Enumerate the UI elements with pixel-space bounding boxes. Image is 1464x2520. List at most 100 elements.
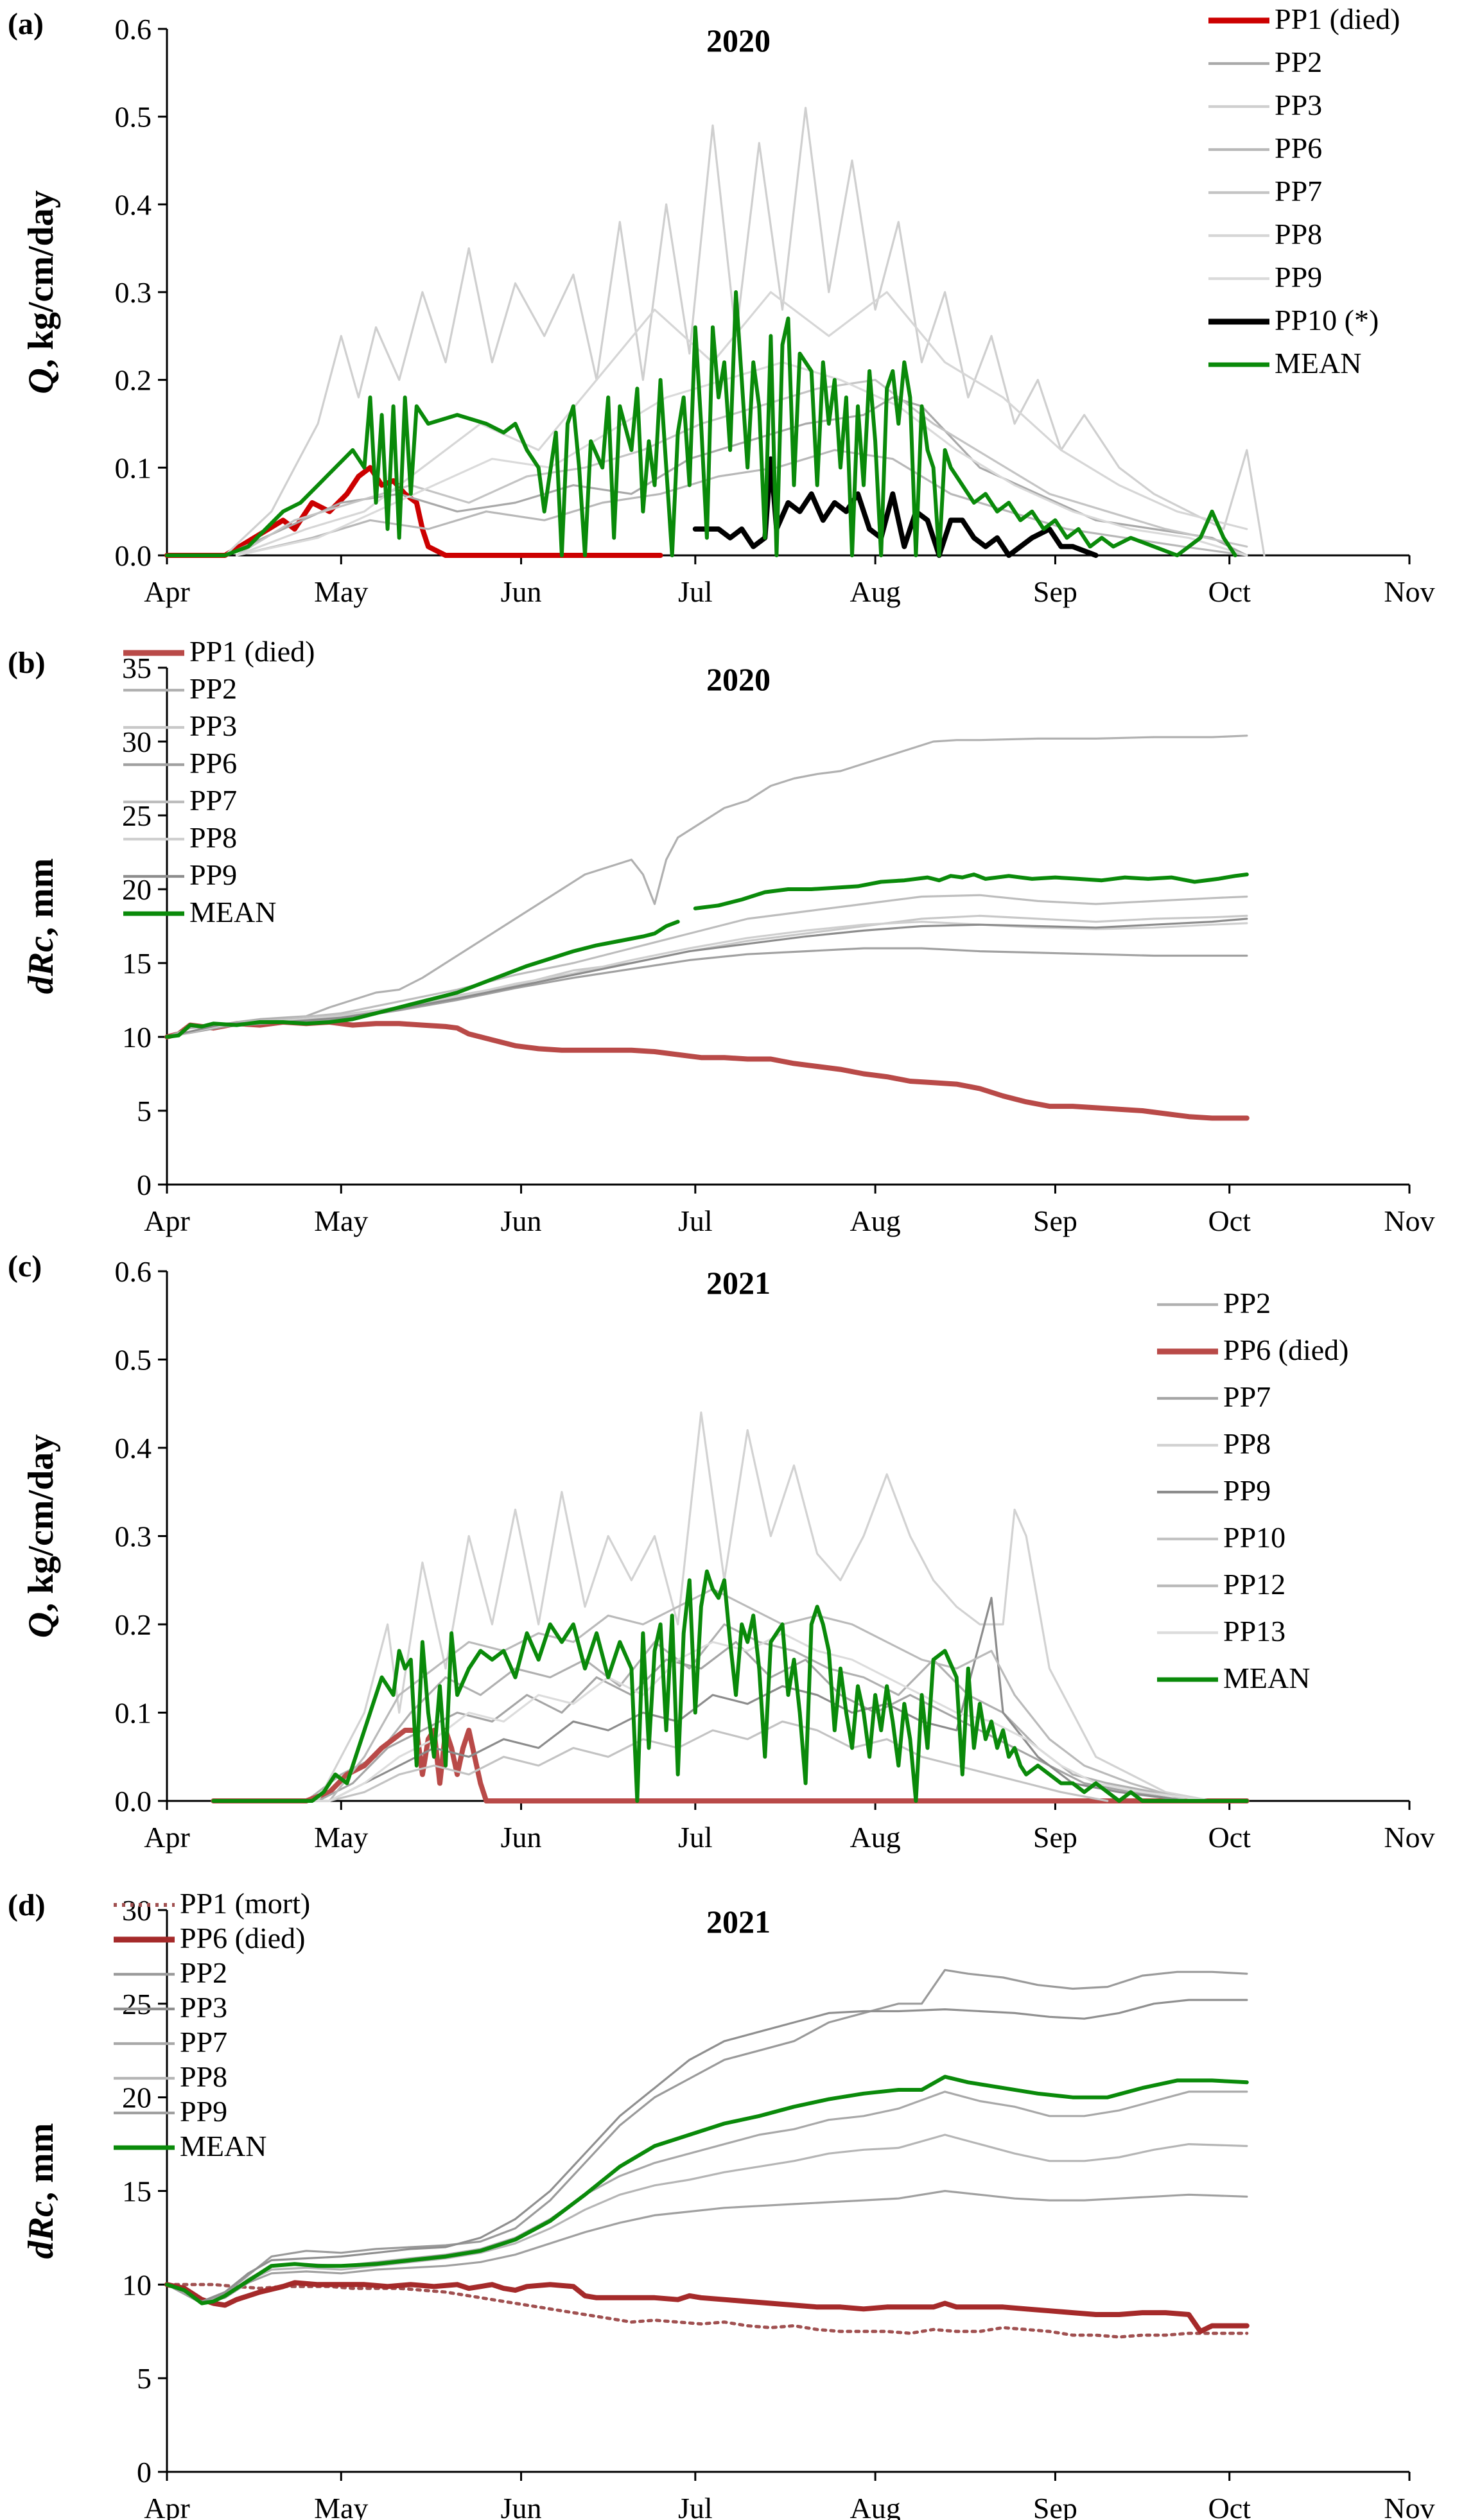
legend-label: PP9 [180,2095,227,2128]
y-tick-label: 0 [137,2456,152,2489]
x-tick-label: Oct [1208,1821,1251,1854]
series-line-pp10 [692,456,1099,558]
x-tick-label: Oct [1208,1204,1251,1237]
panel-label: (b) [8,646,46,680]
series-line-mean [165,873,1249,1039]
series-line-pp12 [212,1588,1190,1802]
y-tick-label: 0.1 [115,451,152,484]
y-tick-label: 0.1 [115,1697,152,1730]
series-line-mean [165,2074,1249,2306]
panel-label: (d) [8,1888,46,1922]
legend-label: PP8 [180,2060,227,2093]
legend-label: PP1 (mort) [180,1887,310,1920]
x-tick-label: Oct [1208,575,1251,608]
y-tick-label: 15 [122,947,152,980]
legend-label: PP2 [1223,1287,1271,1319]
chart-panel-c: 0.0 0.1 0.2 0.3 0.4 0.5 0.6 Apr May Jun Jul Aug Sep O… [8,1249,1435,1854]
legend-label: MEAN [180,2130,266,2162]
legend-label: PP7 [189,784,237,817]
y-tick-label: 25 [122,1988,152,2020]
legend-label: PP10 [1223,1521,1285,1554]
legend-label: MEAN [1223,1662,1310,1694]
legend-label: PP9 [1275,261,1322,293]
y-axis-label: Q, kg/cm/day [21,190,61,394]
legend-label: PP6 [189,747,237,779]
y-axis-label-var: dRc [21,2201,61,2259]
y-tick-label: 35 [122,652,152,684]
y-axis-label-unit: , kg/cm/day [21,1434,61,1612]
legend-label: PP8 [189,821,237,854]
chart-panel-a: 0.0 0.1 0.2 0.3 0.4 0.5 0.6 Apr May Jun Jul Aug Sep O… [8,3,1435,608]
y-axis-label: Q, kg/cm/day [21,1434,61,1638]
series-line-mean [211,1569,1249,1803]
y-tick-label: 5 [137,1095,152,1127]
legend-label: PP10 (*) [1275,304,1379,336]
y-tick-label: 10 [122,2268,152,2301]
legend-label: PP7 [180,2026,227,2058]
series-line-pp8 [166,2133,1248,2305]
x-tick-label: Sep [1033,1821,1077,1854]
chart-title: 2020 [706,661,771,697]
y-tick-label: 0.2 [115,364,152,397]
series-line-pp7 [166,894,1248,1038]
series-line-pp3 [223,107,1266,557]
x-tick-label: Jul [678,575,713,608]
legend-label: PP6 [1275,132,1322,164]
legend-label: PP8 [1275,218,1322,250]
legend-label: PP6 (died) [1223,1334,1349,1366]
legend-label: PP13 [1223,1615,1285,1647]
y-tick-label: 0.6 [115,1255,152,1288]
y-tick-label: 0 [137,1169,152,1201]
series-line-pp6-died [211,1728,1250,1803]
y-tick-label: 0.2 [115,1608,152,1641]
series-line-pp1-mort [165,2282,1249,2339]
y-tick-label: 30 [122,726,152,758]
y-tick-label: 0.3 [115,1520,152,1553]
x-tick-label: Nov [1384,2492,1434,2520]
legend-label: PP12 [1223,1568,1285,1601]
panel-label: (a) [8,7,44,41]
chart-title: 2021 [706,1904,771,1940]
x-tick-label: Oct [1208,2492,1251,2520]
y-axis-label-var: Q [21,1612,61,1638]
y-axis-label-var: Q [21,368,61,394]
y-axis-label-unit: , mm [21,858,61,936]
y-tick-label: 0.5 [115,101,152,134]
legend-label: PP3 [189,709,237,742]
x-tick-label: May [314,575,368,608]
panel-label: (c) [8,1249,42,1283]
x-tick-label: Jul [678,1204,713,1237]
y-axis-label: dRc, mm [21,858,61,995]
x-tick-label: Nov [1384,575,1434,608]
y-axis-label-var: dRc [21,936,61,994]
legend-label: PP7 [1275,175,1322,207]
x-tick-label: Nov [1384,1821,1434,1854]
legend-label: PP2 [180,1956,227,1989]
x-tick-label: May [314,1821,368,1854]
legend-label: PP3 [180,1991,227,2024]
series-line-pp3 [166,914,1248,1038]
y-tick-label: 0.6 [115,13,152,46]
y-tick-label: 0.3 [115,276,152,309]
series-line-pp7 [166,2090,1248,2305]
y-tick-label: 0.0 [115,539,152,572]
x-tick-label: Sep [1033,2492,1077,2520]
chart-title: 2020 [706,22,771,58]
series-line-pp6-died [164,2280,1250,2334]
legend-label: PP2 [1275,46,1322,78]
x-tick-label: Sep [1033,575,1077,608]
y-tick-label: 0.0 [115,1785,152,1818]
y-axis-label-unit: , mm [21,2123,61,2201]
x-tick-label: Jun [501,1821,542,1854]
y-tick-label: 0.5 [115,1344,152,1377]
y-tick-label: 10 [122,1021,152,1054]
y-tick-label: 25 [122,799,152,832]
x-tick-label: Jul [678,2492,713,2520]
legend-label: PP3 [1275,89,1322,121]
x-tick-label: Aug [850,575,901,608]
legend-label: PP1 (died) [189,635,315,668]
x-tick-label: Aug [850,1204,901,1237]
x-tick-label: Jun [501,575,542,608]
chart-panel-d: 0 5 10 15 20 25 30 Apr May Jun Jul Aug Sep Oct Nov (d) 2… [8,1887,1435,2520]
x-tick-label: Jul [678,1821,713,1854]
